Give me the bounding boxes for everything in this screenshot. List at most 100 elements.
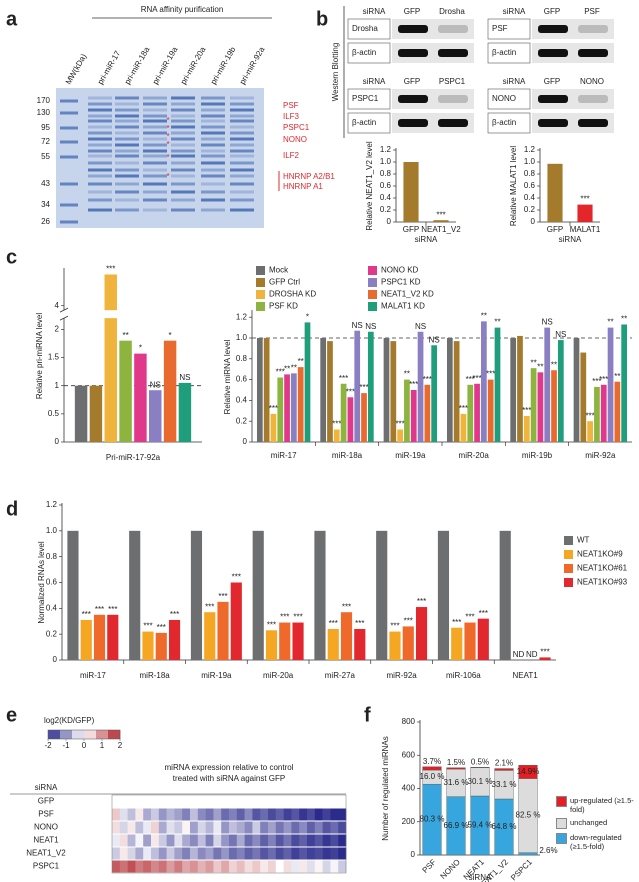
significance: *** [459, 404, 468, 413]
legend-item: unchanged [556, 818, 636, 829]
heat-cell [213, 834, 222, 847]
protein-band [171, 168, 195, 172]
marker-label: 170 [37, 96, 51, 105]
heat-cell [338, 795, 347, 808]
blot-strip [392, 89, 474, 109]
heat-cell [275, 795, 284, 808]
protein-band [201, 182, 225, 186]
heat-cell [213, 795, 222, 808]
significance: *** [95, 605, 104, 614]
protein-band [143, 96, 167, 100]
bar [517, 335, 523, 442]
significance: ** [284, 365, 290, 374]
bar [494, 327, 501, 442]
significance: *** [522, 406, 531, 415]
heat-cell [135, 821, 144, 834]
heat-cell [174, 808, 183, 821]
protein-band [171, 125, 195, 129]
marker-band [60, 203, 78, 207]
blot-strip [532, 19, 614, 39]
protein-label: PSF [283, 101, 299, 110]
significance: *** [436, 210, 445, 219]
y-tick-label: 1.2 [380, 145, 392, 154]
protein-band [171, 102, 195, 106]
y-tick-label: 0.6 [524, 181, 536, 190]
row-label: β-actin [352, 118, 376, 127]
significance: *** [346, 387, 355, 396]
marker-label: 95 [41, 123, 50, 132]
protein-band [115, 208, 139, 212]
protein-band [230, 102, 254, 106]
bar [252, 530, 264, 660]
colorbar-tick-label: -2 [44, 741, 52, 750]
heat-cell [135, 847, 144, 860]
heat-cell [143, 860, 152, 873]
protein-band [88, 208, 112, 212]
bar [417, 331, 424, 442]
percent-label: 1.5% [447, 758, 465, 767]
band [438, 95, 468, 103]
protein-band [88, 119, 112, 123]
legend-swatch [564, 536, 573, 545]
heat-cell [197, 834, 206, 847]
bar [577, 204, 593, 222]
band [538, 95, 568, 103]
protein-band [143, 190, 167, 194]
protein-band [88, 131, 112, 135]
heat-cell [190, 847, 199, 860]
protein-band [230, 168, 254, 172]
marker-label: 72 [41, 137, 50, 146]
protein-band [230, 154, 254, 158]
significance: *** [355, 619, 364, 628]
bar [614, 381, 621, 442]
bar [134, 353, 147, 442]
protein-band [143, 114, 167, 118]
protein-band [171, 143, 195, 147]
protein-band [115, 125, 139, 129]
heat-cell [268, 795, 277, 808]
heat-cell [197, 821, 206, 834]
heat-cell [268, 860, 277, 873]
heat-cell [322, 847, 331, 860]
percent-label: 0.5% [471, 757, 489, 766]
heat-cell [205, 821, 214, 834]
bar [474, 383, 480, 442]
heat-cell [283, 795, 292, 808]
y-tick-label: 0.4 [46, 603, 58, 612]
bar [314, 530, 326, 660]
heat-cell [244, 834, 253, 847]
y-tick-label: 1.0 [236, 333, 248, 342]
bar [340, 383, 347, 442]
heat-cell [260, 795, 269, 808]
bar [217, 601, 229, 660]
significance: ** [530, 358, 536, 367]
heat-cell [151, 795, 160, 808]
protein-band [143, 137, 167, 141]
significance: *** [404, 617, 413, 626]
bar [431, 345, 438, 442]
bar [89, 385, 103, 442]
bar [178, 382, 192, 442]
band [578, 25, 608, 33]
protein-band [143, 174, 167, 178]
bar [163, 340, 177, 442]
heat-cell [268, 834, 277, 847]
protein-band [171, 198, 195, 202]
colorbar-step [108, 730, 121, 739]
protein-band [88, 137, 112, 141]
percent-label: 31.6 % [444, 778, 469, 787]
row-label: NEAT1 [33, 836, 59, 845]
lane-label: pri-miR-17 [96, 49, 123, 86]
protein-band [88, 143, 112, 147]
heat-cell [291, 821, 300, 834]
bar [119, 340, 132, 442]
protein-band [171, 190, 195, 194]
bar [607, 327, 614, 442]
heat-cell [260, 847, 269, 860]
lane-label: NONO [580, 77, 604, 86]
y-tick-label: 1.2 [46, 500, 58, 509]
colorbar-tick-label: -1 [62, 741, 70, 750]
protein-band [143, 182, 167, 186]
bar [397, 429, 403, 442]
